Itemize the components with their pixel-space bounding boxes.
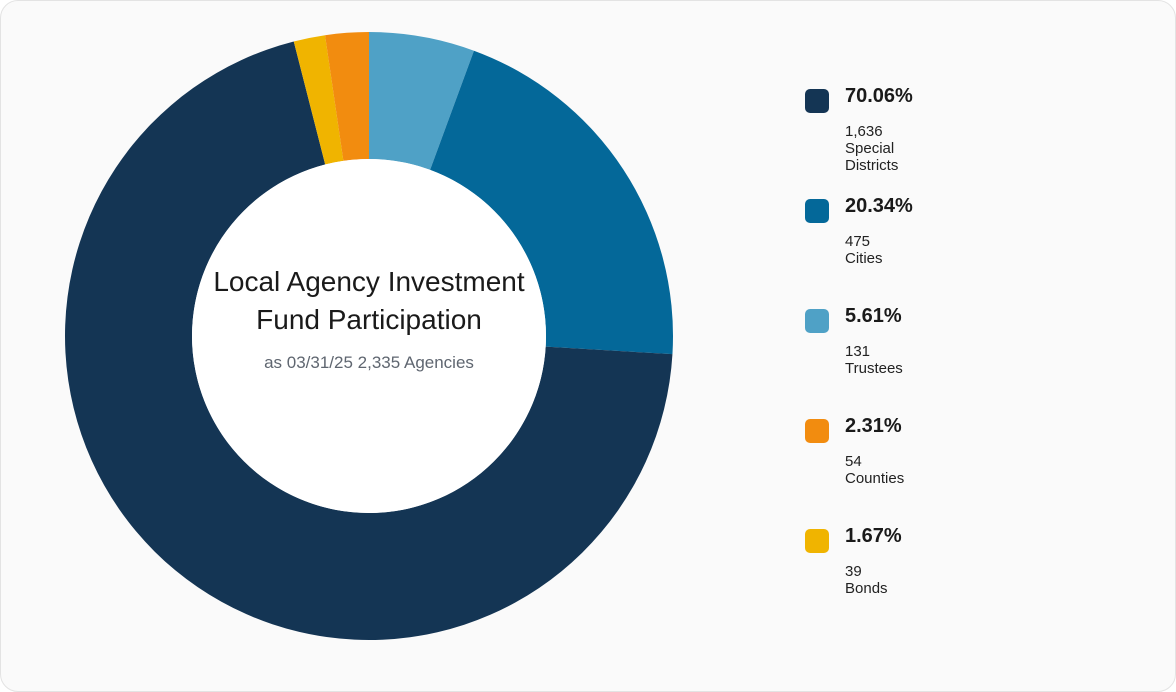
donut-slice-1 [430, 50, 673, 355]
donut-slice-2 [65, 41, 673, 641]
donut-slice-0 [369, 32, 474, 170]
legend-label: 54 Counties [845, 453, 905, 487]
legend-swatch [805, 199, 829, 223]
donut-center: Local Agency Investment Fund Participati… [193, 263, 545, 373]
legend-label: 131 Trustees [845, 343, 903, 377]
donut-chart [65, 32, 673, 641]
chart-subtitle: as 03/31/25 2,335 Agencies [264, 353, 474, 372]
donut-hole [192, 159, 546, 513]
legend-percent: 1.67% [845, 525, 902, 547]
legend-label: 475 Cities [845, 233, 883, 267]
legend-percent: 2.31% [845, 415, 902, 437]
legend-swatch [805, 309, 829, 333]
legend-swatch [805, 419, 829, 443]
legend-percent: 20.34% [845, 195, 913, 217]
legend-percent: 70.06% [845, 85, 913, 107]
donut-slice-4 [325, 32, 369, 161]
donut-slice-3 [293, 35, 344, 165]
legend-swatch [805, 529, 829, 553]
legend-swatch [805, 89, 829, 113]
legend-label: 39 Bonds [845, 563, 888, 597]
legend-label: 1,636 Special Districts [845, 123, 899, 174]
chart-title: Local Agency Investment Fund Participati… [213, 266, 525, 335]
legend-percent: 5.61% [845, 305, 902, 327]
